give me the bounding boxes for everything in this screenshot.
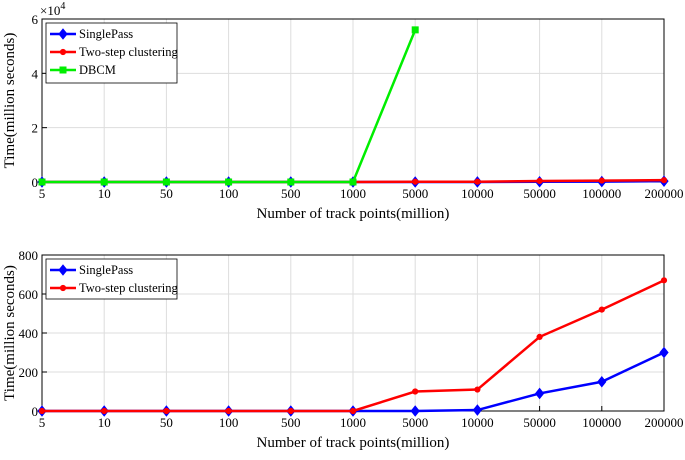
data-point (163, 407, 170, 415)
x-axis-label: Number of track points(million) (257, 435, 450, 451)
data-point (536, 333, 543, 340)
x-tick-label: 50000 (523, 415, 556, 430)
data-point (225, 178, 233, 186)
legend-marker (58, 28, 68, 40)
data-point (474, 386, 481, 393)
data-point (411, 26, 419, 34)
data-point (472, 404, 483, 416)
data-point (101, 407, 108, 415)
data-point (534, 387, 545, 400)
x-tick-label: 5 (39, 186, 46, 201)
y-tick-label: 0 (32, 404, 39, 419)
data-point (660, 177, 668, 184)
data-point (659, 346, 669, 359)
x-tick-label: 50000 (523, 186, 556, 201)
legend-label: Two-step clustering (79, 45, 179, 59)
data-point (597, 375, 607, 388)
data-point (660, 277, 668, 284)
y-tick-label: 4 (32, 66, 39, 81)
data-point (412, 388, 419, 395)
x-tick-label: 200000 (645, 415, 684, 430)
x-tick-label: 5000 (402, 415, 428, 430)
x-tick-label: 100000 (582, 415, 621, 430)
data-point (412, 178, 419, 185)
legend-box (45, 258, 178, 300)
legend-label: SinglePass (79, 27, 133, 41)
x-tick-label: 10000 (461, 415, 494, 430)
y-axis-label: Time(million seconds) (2, 33, 18, 169)
x-tick-label: 10 (98, 415, 111, 430)
x-tick-label: 200000 (645, 186, 684, 201)
legend-label: SinglePass (79, 263, 133, 277)
y-axis-label: Time(million seconds) (2, 265, 18, 401)
data-point (225, 407, 232, 415)
legend-marker (58, 264, 68, 276)
data-point (287, 178, 295, 186)
x-tick-label: 100000 (582, 186, 621, 201)
legend-marker (59, 66, 67, 74)
x-axis-label: Number of track points(million) (257, 206, 450, 222)
data-point (100, 178, 108, 186)
x-tick-label: 50 (160, 415, 173, 430)
y-tick-label: 400 (19, 326, 39, 341)
data-point (349, 407, 357, 415)
legend-marker (59, 284, 67, 292)
legend-marker (59, 48, 67, 56)
x-tick-label: 500 (281, 415, 301, 430)
x-tick-label: 100 (219, 415, 239, 430)
data-point (38, 407, 46, 415)
chart-2: 5 10 50 100 500 1000 5000 10000 50000 100000 20000… (2, 248, 684, 451)
x-tick-label: 500 (281, 186, 301, 201)
data-point (162, 178, 170, 186)
y-exponent-power: 4 (60, 1, 65, 12)
y-tick-label: 600 (19, 287, 39, 302)
data-point (410, 405, 420, 417)
y-tick-label: 2 (32, 121, 39, 136)
y-tick-label: 800 (19, 248, 39, 263)
x-tick-label: 100 (219, 186, 239, 201)
data-point (38, 178, 46, 186)
x-tick-label: 1000 (340, 415, 366, 430)
x-tick-label: 10 (98, 186, 111, 201)
legend: SinglePass Two-step clustering DBCM (45, 22, 179, 84)
data-point (349, 178, 357, 186)
legend: SinglePass Two-step clustering (45, 258, 179, 300)
data-point (598, 306, 605, 313)
data-point (598, 177, 605, 184)
chart-1: 5 10 50 100 500 1000 5000 10000 50000 100000 20000… (2, 1, 684, 222)
legend-label: Two-step clustering (79, 281, 179, 295)
y-tick-label: 0 (32, 175, 39, 190)
y-tick-label: 6 (32, 12, 39, 27)
data-point (474, 178, 481, 185)
x-tick-label: 10000 (461, 186, 494, 201)
data-point (287, 407, 294, 415)
data-point (536, 177, 543, 185)
x-tick-label: 5 (39, 415, 46, 430)
x-tick-label: 5000 (402, 186, 428, 201)
x-tick-label: 50 (160, 186, 173, 201)
legend-label: DBCM (79, 63, 116, 77)
y-exponent-label: ×104 (40, 1, 65, 18)
x-tick-label: 1000 (340, 186, 366, 201)
y-tick-label: 200 (19, 365, 39, 380)
